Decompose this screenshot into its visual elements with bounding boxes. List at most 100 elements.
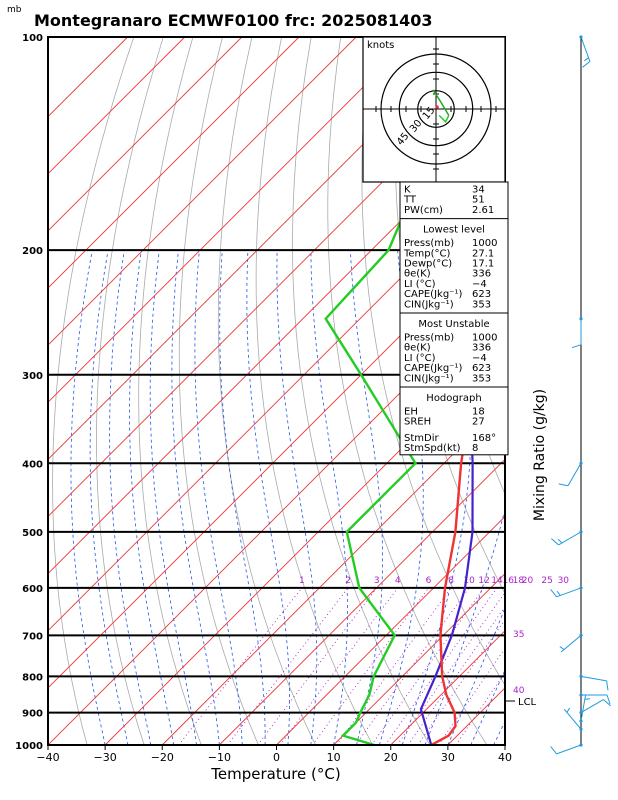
index-value: 8 bbox=[472, 443, 478, 454]
index-label: K bbox=[404, 185, 411, 196]
mixing-ratio-tick-label: 10 bbox=[463, 576, 475, 586]
index-label: PW(cm) bbox=[404, 205, 443, 216]
moist-adiabat bbox=[70, 250, 106, 745]
pressure-axis-labels: 1000 900 800 700 600 500 400 300 200 100 bbox=[15, 33, 43, 752]
wind-barb-half-feather bbox=[559, 646, 565, 650]
index-label: LI (°C) bbox=[404, 353, 436, 364]
dry-adiabat bbox=[217, 37, 316, 745]
index-value: 1000 bbox=[472, 238, 497, 249]
moist-adiabat bbox=[470, 669, 505, 745]
mixing-ratio-tick-label: 30 bbox=[558, 576, 570, 586]
index-value: 336 bbox=[472, 269, 491, 280]
theta-e-label: 35 bbox=[513, 630, 524, 640]
wind-barb-shaft bbox=[556, 744, 582, 755]
dry-adiabat bbox=[607, 37, 618, 745]
index-label: CIN(Jkg⁻¹) bbox=[404, 373, 454, 384]
isotherm bbox=[48, 37, 357, 346]
wind-barb-shaft bbox=[580, 695, 586, 722]
mixing-ratio-tick-label: 3 bbox=[374, 576, 380, 586]
wind-barbs bbox=[550, 35, 611, 755]
index-label: CIN(Jkg⁻¹) bbox=[404, 299, 454, 310]
mixing-ratio-line bbox=[384, 587, 498, 745]
wind-barb-feather bbox=[550, 746, 557, 755]
mixing-ratio-line bbox=[257, 587, 378, 745]
x-tick-label: 40 bbox=[498, 751, 512, 764]
wind-barb-half-feather bbox=[584, 57, 589, 62]
wind-barb-shaft bbox=[560, 634, 582, 653]
index-value: 168° bbox=[472, 433, 496, 444]
wind-barb-shaft bbox=[580, 36, 591, 62]
mixing-ratio-axis-label: Mixing Ratio (g/kg) bbox=[532, 389, 548, 521]
x-axis-label: Temperature (°C) bbox=[210, 765, 340, 783]
wind-barb-shaft bbox=[567, 463, 582, 487]
index-value: 17.1 bbox=[472, 259, 494, 270]
moist-adiabat bbox=[171, 250, 220, 745]
isotherm bbox=[161, 401, 505, 745]
mixing-ratio-tick-label: 4 bbox=[395, 576, 401, 586]
lcl-label: LCL bbox=[518, 697, 537, 708]
table-section-title: Hodograph bbox=[426, 393, 481, 404]
hodograph-trace-low bbox=[438, 114, 450, 124]
moist-adiabat bbox=[149, 250, 197, 745]
index-label: StmDir bbox=[404, 433, 439, 444]
mixing-ratio-line bbox=[396, 591, 505, 745]
table-section-title: Most Unstable bbox=[418, 319, 489, 330]
wind-barb-shaft bbox=[580, 699, 604, 714]
index-value: 336 bbox=[472, 343, 491, 354]
isotherm bbox=[48, 37, 128, 118]
isotherm bbox=[48, 37, 414, 403]
hodograph-ring bbox=[398, 71, 474, 147]
mixing-ratio-tick-label: 14 bbox=[491, 576, 503, 586]
moist-adiabat bbox=[129, 250, 175, 745]
hodograph-trace-high bbox=[432, 89, 450, 116]
index-value: 623 bbox=[472, 289, 491, 300]
dry-adiabat bbox=[577, 37, 618, 745]
index-label: StmSpd(kt) bbox=[404, 443, 461, 454]
mixing-ratio-tick-label: 25 bbox=[541, 576, 552, 586]
x-tick-label: 20 bbox=[384, 751, 398, 764]
index-value: −4 bbox=[472, 279, 487, 290]
wind-barb-feather bbox=[550, 589, 557, 598]
index-label: Press(mb) bbox=[404, 333, 454, 344]
index-value: 18 bbox=[472, 407, 485, 418]
index-label: LI (°C) bbox=[404, 279, 436, 290]
isotherm bbox=[48, 37, 471, 461]
dry-adiabat bbox=[178, 37, 259, 745]
pressure-tick-label: 500 bbox=[22, 528, 43, 539]
mixing-ratio-tick-label: 2 bbox=[345, 576, 351, 586]
index-label: θe(K) bbox=[404, 269, 431, 280]
hodograph-ring bbox=[380, 53, 492, 165]
dry-adiabat bbox=[327, 37, 488, 745]
index-label: EH bbox=[404, 407, 418, 418]
index-label: TT bbox=[403, 195, 417, 206]
pressure-tick-label: 600 bbox=[22, 584, 43, 595]
moist-adiabat bbox=[109, 250, 152, 745]
index-value: 34 bbox=[472, 185, 485, 196]
wind-barb-half-feather bbox=[566, 707, 571, 713]
mixing-ratio-tick-label: 12 bbox=[478, 576, 489, 586]
dry-adiabat bbox=[52, 37, 135, 745]
x-tick-label: 10 bbox=[327, 751, 341, 764]
isotherm bbox=[48, 37, 243, 232]
index-value: 1000 bbox=[472, 333, 497, 344]
table-background bbox=[400, 182, 508, 455]
index-label: CAPE(Jkg⁻¹) bbox=[404, 289, 462, 300]
dry-adiabat bbox=[96, 37, 164, 745]
index-label: Press(mb) bbox=[404, 238, 454, 249]
wind-barb-base bbox=[579, 693, 583, 697]
isotherm bbox=[48, 37, 300, 289]
isotherm bbox=[276, 515, 505, 745]
pressure-tick-label: 800 bbox=[22, 672, 43, 683]
wind-barb-half-feather bbox=[557, 538, 563, 544]
index-label: Dewp(°C) bbox=[404, 259, 452, 270]
isotherm bbox=[562, 37, 618, 745]
wind-barb-shaft bbox=[563, 708, 582, 730]
isotherm bbox=[48, 37, 186, 175]
table-frame bbox=[399, 181, 509, 456]
index-value: 353 bbox=[472, 299, 491, 310]
moist-adiabat bbox=[89, 250, 129, 745]
mixing-ratio-tick-label: 6 bbox=[426, 576, 432, 586]
dry-adiabat bbox=[548, 37, 618, 745]
